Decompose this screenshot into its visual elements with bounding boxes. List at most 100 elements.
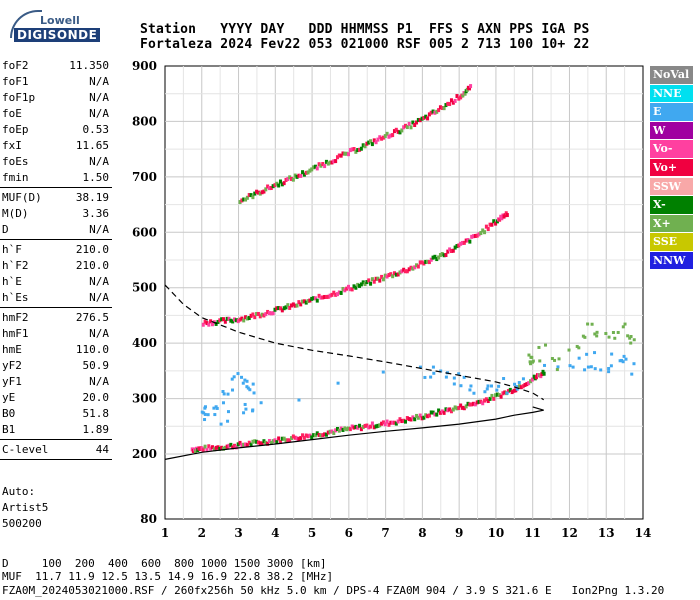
trace-dot-o_trace: [521, 384, 525, 389]
trace-dot-e_cloud: [599, 368, 603, 372]
legend-entry-w: W: [650, 121, 693, 140]
trace-dot-o_multi2: [271, 311, 275, 316]
trace-dot-o_multi2: [337, 290, 341, 295]
trace-dot-o_multi3: [330, 160, 334, 165]
trace-dot-o_multi3: [358, 147, 362, 152]
trace-dot-o_multi3: [264, 187, 268, 192]
trace-dot-o_trace: [405, 416, 409, 421]
param-row: D N/A: [0, 222, 112, 238]
trace-dot-o_trace: [290, 436, 294, 441]
trace-dot-o_trace: [343, 426, 347, 431]
trace-dot-e_cloud: [248, 388, 252, 392]
trace-dot-o_trace: [288, 438, 292, 443]
param-value: N/A: [89, 107, 109, 120]
trace-dot-o_multi2: [249, 313, 253, 318]
trace-dot-x_scatter: [616, 330, 620, 334]
trace-dot-o_multi2: [201, 322, 205, 327]
trace-dot-o_multi2: [481, 228, 485, 233]
trace-dot-e_cloud: [609, 364, 613, 368]
trace-dot-o_trace: [464, 404, 468, 409]
footer-muf-row: MUF 11.7 11.9 12.5 13.5 14.9 16.9 22.8 3…: [2, 570, 334, 583]
trace-dot-o_multi3: [291, 177, 295, 182]
trace-dot-o_multi2: [221, 317, 225, 322]
trace-dot-o_trace: [356, 425, 360, 430]
trace-dot-o_multi3: [356, 148, 360, 153]
trace-dot-o_multi3: [278, 179, 282, 184]
trace-dot-o_trace: [431, 410, 435, 415]
trace-dot-x_scatter: [590, 322, 594, 326]
trace-dot-o_trace: [525, 382, 529, 387]
trace-dot-e_cloud: [252, 391, 256, 395]
trace-dot-o_multi2: [304, 300, 308, 305]
param-value: N/A: [89, 91, 109, 104]
trace-dot-o_trace: [416, 415, 420, 420]
trace-dot-o_trace: [427, 413, 431, 418]
trace-dot-x_scatter: [629, 334, 633, 338]
trace-dot-o_multi3: [420, 116, 424, 121]
trace-dot-x_scatter: [613, 336, 617, 340]
trace-dot-o_multi3: [347, 152, 351, 157]
param-value: 51.8: [82, 407, 110, 420]
trace-dot-o_multi2: [264, 312, 268, 317]
trace-dot-e_cloud: [439, 369, 443, 373]
trace-dot-o_multi2: [234, 318, 238, 323]
trace-dot-e_cloud: [429, 375, 433, 379]
trace-dot-o_trace: [335, 426, 339, 431]
trace-dot-e_cloud: [607, 370, 611, 374]
param-key: B1: [2, 423, 16, 436]
trace-dot-o_trace: [339, 426, 343, 431]
trace-dot-o_trace: [381, 420, 385, 425]
trace-dot-o_multi2: [433, 254, 437, 259]
trace-dot-e_cloud: [521, 377, 525, 381]
trace-dot-e_cloud: [457, 372, 461, 376]
trace-dot-e_cloud: [571, 365, 575, 369]
trace-dot-o_trace: [422, 415, 426, 420]
trace-dot-o_trace: [453, 405, 457, 410]
param-key: B0: [2, 407, 16, 420]
trace-dot-o_multi3: [359, 146, 363, 151]
trace-dot-o_multi3: [440, 105, 444, 110]
trace-dot-x_scatter: [544, 343, 548, 347]
trace-dot-o_multi2: [354, 285, 358, 290]
trace-dot-o_multi2: [308, 298, 312, 303]
trace-dot-e_cloud: [485, 387, 489, 391]
trace-dot-o_trace: [363, 423, 367, 428]
trace-dot-o_trace: [446, 408, 450, 413]
trace-dot-x_scatter: [531, 360, 535, 364]
trace-dot-e_cloud: [244, 407, 248, 411]
trace-dot-o_multi3: [295, 174, 299, 179]
trace-dot-o_multi2: [332, 290, 336, 295]
trace-dot-o_multi2: [242, 318, 246, 323]
trace-dot-e_cloud: [203, 418, 207, 422]
trace-dot-o_trace: [286, 438, 290, 443]
trace-dot-o_multi3: [446, 101, 450, 106]
trace-dot-o_multi3: [271, 184, 275, 189]
trace-dot-o_multi3: [413, 123, 417, 128]
trace-dot-o_trace: [295, 436, 299, 441]
trace-dot-o_trace: [306, 434, 310, 439]
param-value: 11.65: [75, 139, 109, 152]
trace-dot-o_trace: [266, 441, 270, 446]
trace-dot-o_multi2: [310, 296, 314, 301]
trace-dot-x_scatter: [607, 335, 611, 339]
trace-dot-o_multi2: [323, 294, 327, 299]
trace-dot-e_cloud: [483, 390, 487, 394]
param-key: MUF(D): [2, 191, 42, 204]
trace-dot-e_cloud: [589, 365, 593, 369]
trace-dot-e_cloud: [610, 352, 614, 356]
trace-dot-o_multi2: [227, 316, 231, 321]
trace-dot-o_multi2: [266, 309, 270, 314]
trace-dot-o_trace: [503, 390, 507, 395]
trace-dot-x_scatter: [528, 360, 532, 364]
trace-dot-o_multi2: [396, 272, 400, 277]
trace-dot-o_trace: [220, 445, 224, 450]
param-key: foEs: [2, 155, 29, 168]
trace-dot-x_scatter: [628, 336, 632, 340]
trace-dot-e_cloud: [502, 377, 506, 381]
trace-dot-o_multi2: [498, 217, 502, 222]
param-row: foEp 0.53: [0, 122, 112, 138]
trace-dot-o_multi2: [392, 271, 396, 276]
trace-dot-o_multi2: [210, 322, 214, 327]
trace-dot-o_multi3: [240, 198, 244, 203]
trace-dot-e_cloud: [593, 367, 597, 371]
